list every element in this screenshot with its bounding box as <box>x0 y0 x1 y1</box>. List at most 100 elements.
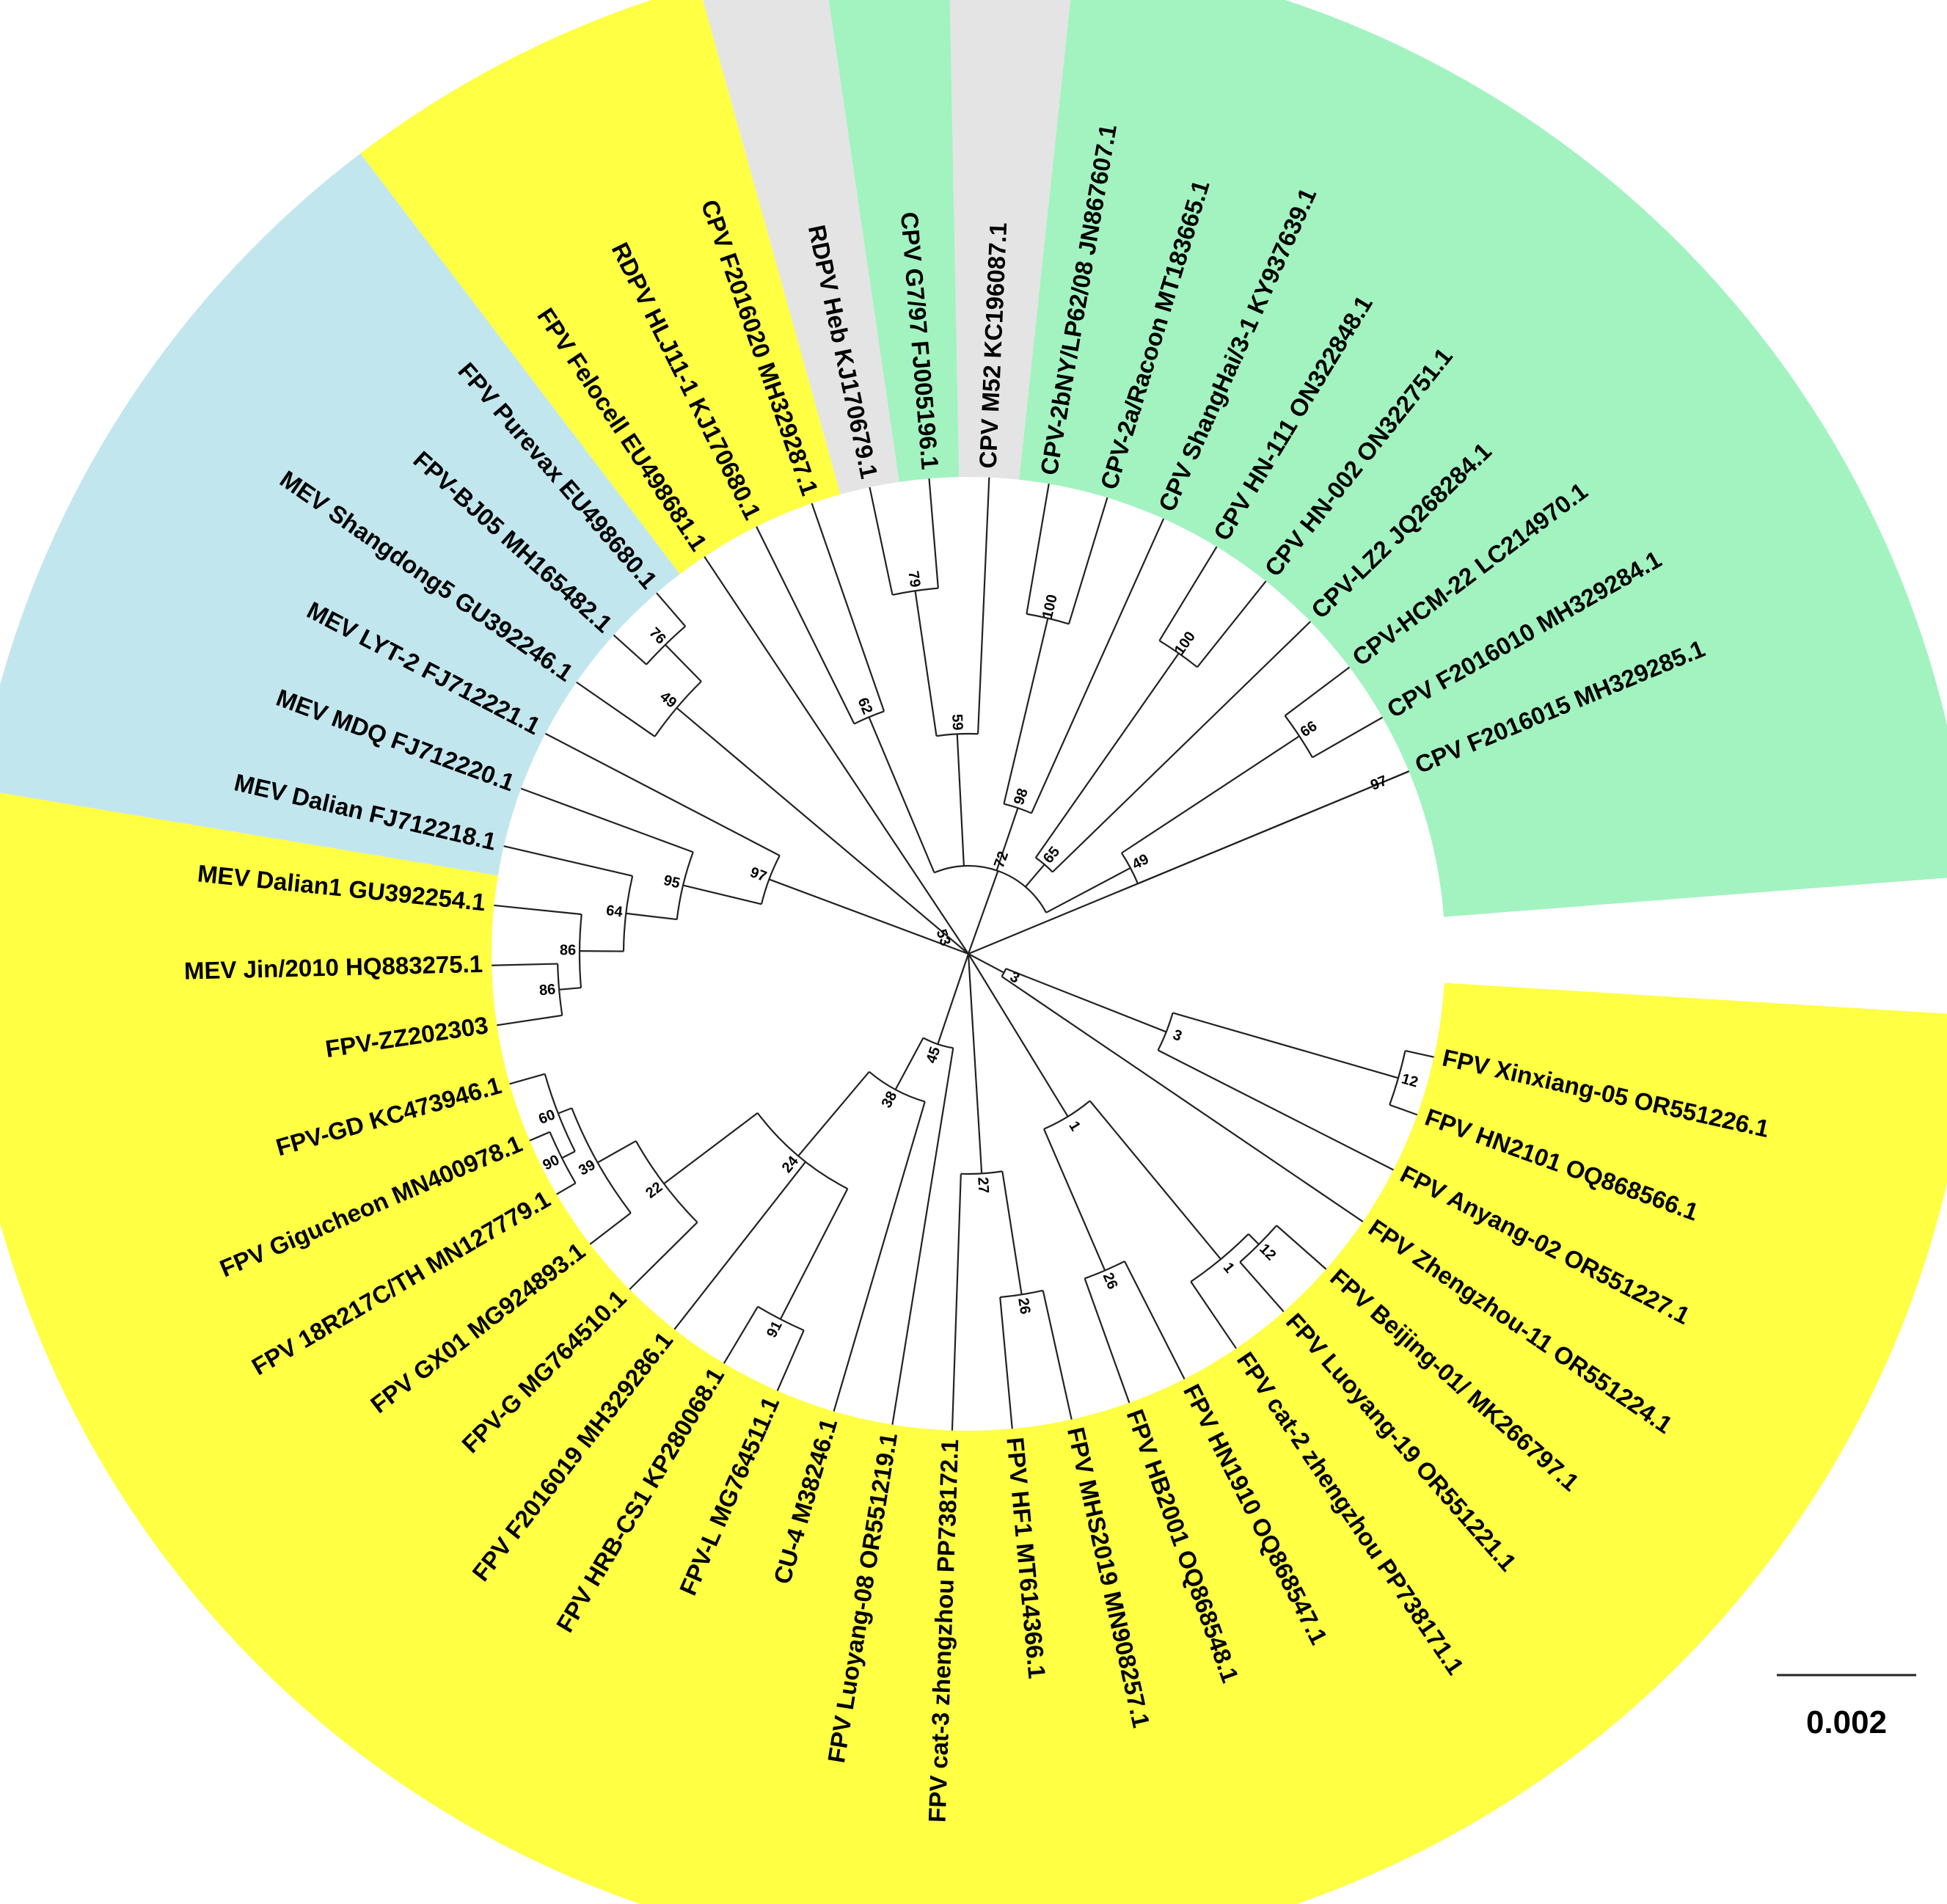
bootstrap-value: 59 <box>949 714 965 731</box>
bootstrap-value: 91 <box>764 1318 786 1341</box>
branch-segment <box>1045 867 1131 913</box>
bootstrap-value: 86 <box>560 942 576 958</box>
branch-segment <box>1276 1225 1327 1270</box>
branch-segment <box>673 1161 806 1330</box>
branch-arc <box>1239 1225 1277 1263</box>
clade-sector-0 <box>0 792 1947 1904</box>
branch-arc <box>869 1070 926 1103</box>
branch-segment <box>1089 1100 1221 1260</box>
branch-segment <box>1158 546 1218 641</box>
branch-arc <box>1043 1100 1091 1130</box>
branch-segment <box>497 1014 563 1026</box>
branch-segment <box>976 477 990 734</box>
branch-segment <box>576 681 656 737</box>
branch-segment <box>1158 1049 1394 1171</box>
branch-segment <box>1123 1261 1186 1379</box>
clade-sector-3 <box>703 0 899 495</box>
branch-segment <box>1067 497 1108 624</box>
branch-arc <box>544 1073 576 1152</box>
branch-segment <box>891 1048 954 1425</box>
branch-segment <box>868 716 935 873</box>
branch-segment <box>509 1073 546 1085</box>
branch-segment <box>1052 621 1312 873</box>
branch-segment <box>704 556 969 955</box>
branch-arc <box>757 1305 805 1332</box>
branch-segment <box>1405 1049 1434 1058</box>
branch-segment <box>968 953 1069 1117</box>
branch-segment <box>556 1182 577 1195</box>
branch-arc <box>922 1037 954 1049</box>
branch-segment <box>776 1329 805 1392</box>
branch-segment <box>1026 484 1050 614</box>
bootstrap-value: 1 <box>1065 1119 1084 1134</box>
branch-segment <box>1084 1278 1130 1404</box>
scale-bar: 0.002 <box>1777 1674 1916 1740</box>
branch-arc <box>892 587 938 596</box>
branch-segment <box>663 1112 759 1185</box>
branch-segment <box>558 1107 572 1115</box>
branch-arc <box>676 851 694 920</box>
branch-arc <box>760 855 781 905</box>
bootstrap-value: 53 <box>932 927 953 948</box>
clade-sector-5 <box>949 0 1071 480</box>
branch-segment <box>967 870 999 955</box>
bootstrap-value: 95 <box>662 872 682 892</box>
bootstrap-value: 64 <box>605 902 624 921</box>
branch-segment <box>494 904 582 916</box>
branch-segment <box>768 878 969 955</box>
branch-segment <box>1042 1290 1073 1420</box>
branch-segment <box>561 1150 576 1159</box>
branch-segment <box>811 503 885 712</box>
bootstrap-value: 72 <box>991 850 1012 870</box>
branch-segment <box>951 1173 962 1431</box>
branch-segment <box>656 592 687 627</box>
branch-arc <box>1190 1233 1249 1283</box>
branch-segment <box>1034 652 1180 858</box>
branch-segment <box>1001 1171 1023 1295</box>
scale-bar-label: 0.002 <box>1806 1704 1887 1740</box>
branch-segment <box>956 734 965 867</box>
branch-segment <box>928 478 939 588</box>
bootstrap-value: 100 <box>1172 629 1199 658</box>
bootstrap-value: 26 <box>1100 1270 1121 1291</box>
bootstrap-value: 79 <box>905 570 923 588</box>
branch-segment <box>723 1306 759 1364</box>
branch-segment <box>1239 1261 1285 1313</box>
bootstrap-value: 45 <box>924 1045 944 1065</box>
branch-arc <box>578 914 582 988</box>
branch-segment <box>894 1037 924 1090</box>
branch-segment <box>797 1070 870 1157</box>
bootstrap-value: 100 <box>1040 593 1061 621</box>
branch-segment <box>1197 580 1267 668</box>
branch-arc <box>756 1112 848 1190</box>
clade-sector-2 <box>360 0 841 575</box>
bootstrap-value: 86 <box>538 982 556 999</box>
branch-segment <box>1121 735 1300 854</box>
branch-arc <box>1035 857 1053 873</box>
bootstrap-value: 12 <box>1400 1070 1420 1090</box>
bootstrap-value: 27 <box>974 1177 991 1194</box>
bootstrap-value: 66 <box>1298 718 1320 741</box>
branch-arc <box>1004 803 1032 814</box>
branch-segment <box>559 987 582 991</box>
branch-arc <box>853 710 885 725</box>
bootstrap-value: 38 <box>878 1089 900 1111</box>
bootstrap-value: 26 <box>1015 1296 1033 1315</box>
branch-segment <box>626 912 677 921</box>
branch-segment <box>1003 618 1049 804</box>
branch-segment <box>1001 975 1364 1222</box>
branch-segment <box>996 807 1019 871</box>
bootstrap-value: 90 <box>540 1152 562 1174</box>
tree-branches <box>492 477 1434 1431</box>
branch-segment <box>1389 1104 1418 1116</box>
branch-segment <box>967 953 983 1174</box>
branch-segment <box>1024 864 1045 888</box>
bootstrap-value: 49 <box>1130 851 1152 873</box>
branch-segment <box>968 770 1409 955</box>
clade-sector-1 <box>0 153 680 876</box>
branch-segment <box>1190 1281 1237 1349</box>
branch-segment <box>756 526 855 724</box>
branch-segment <box>520 787 694 853</box>
branch-segment <box>665 644 702 682</box>
